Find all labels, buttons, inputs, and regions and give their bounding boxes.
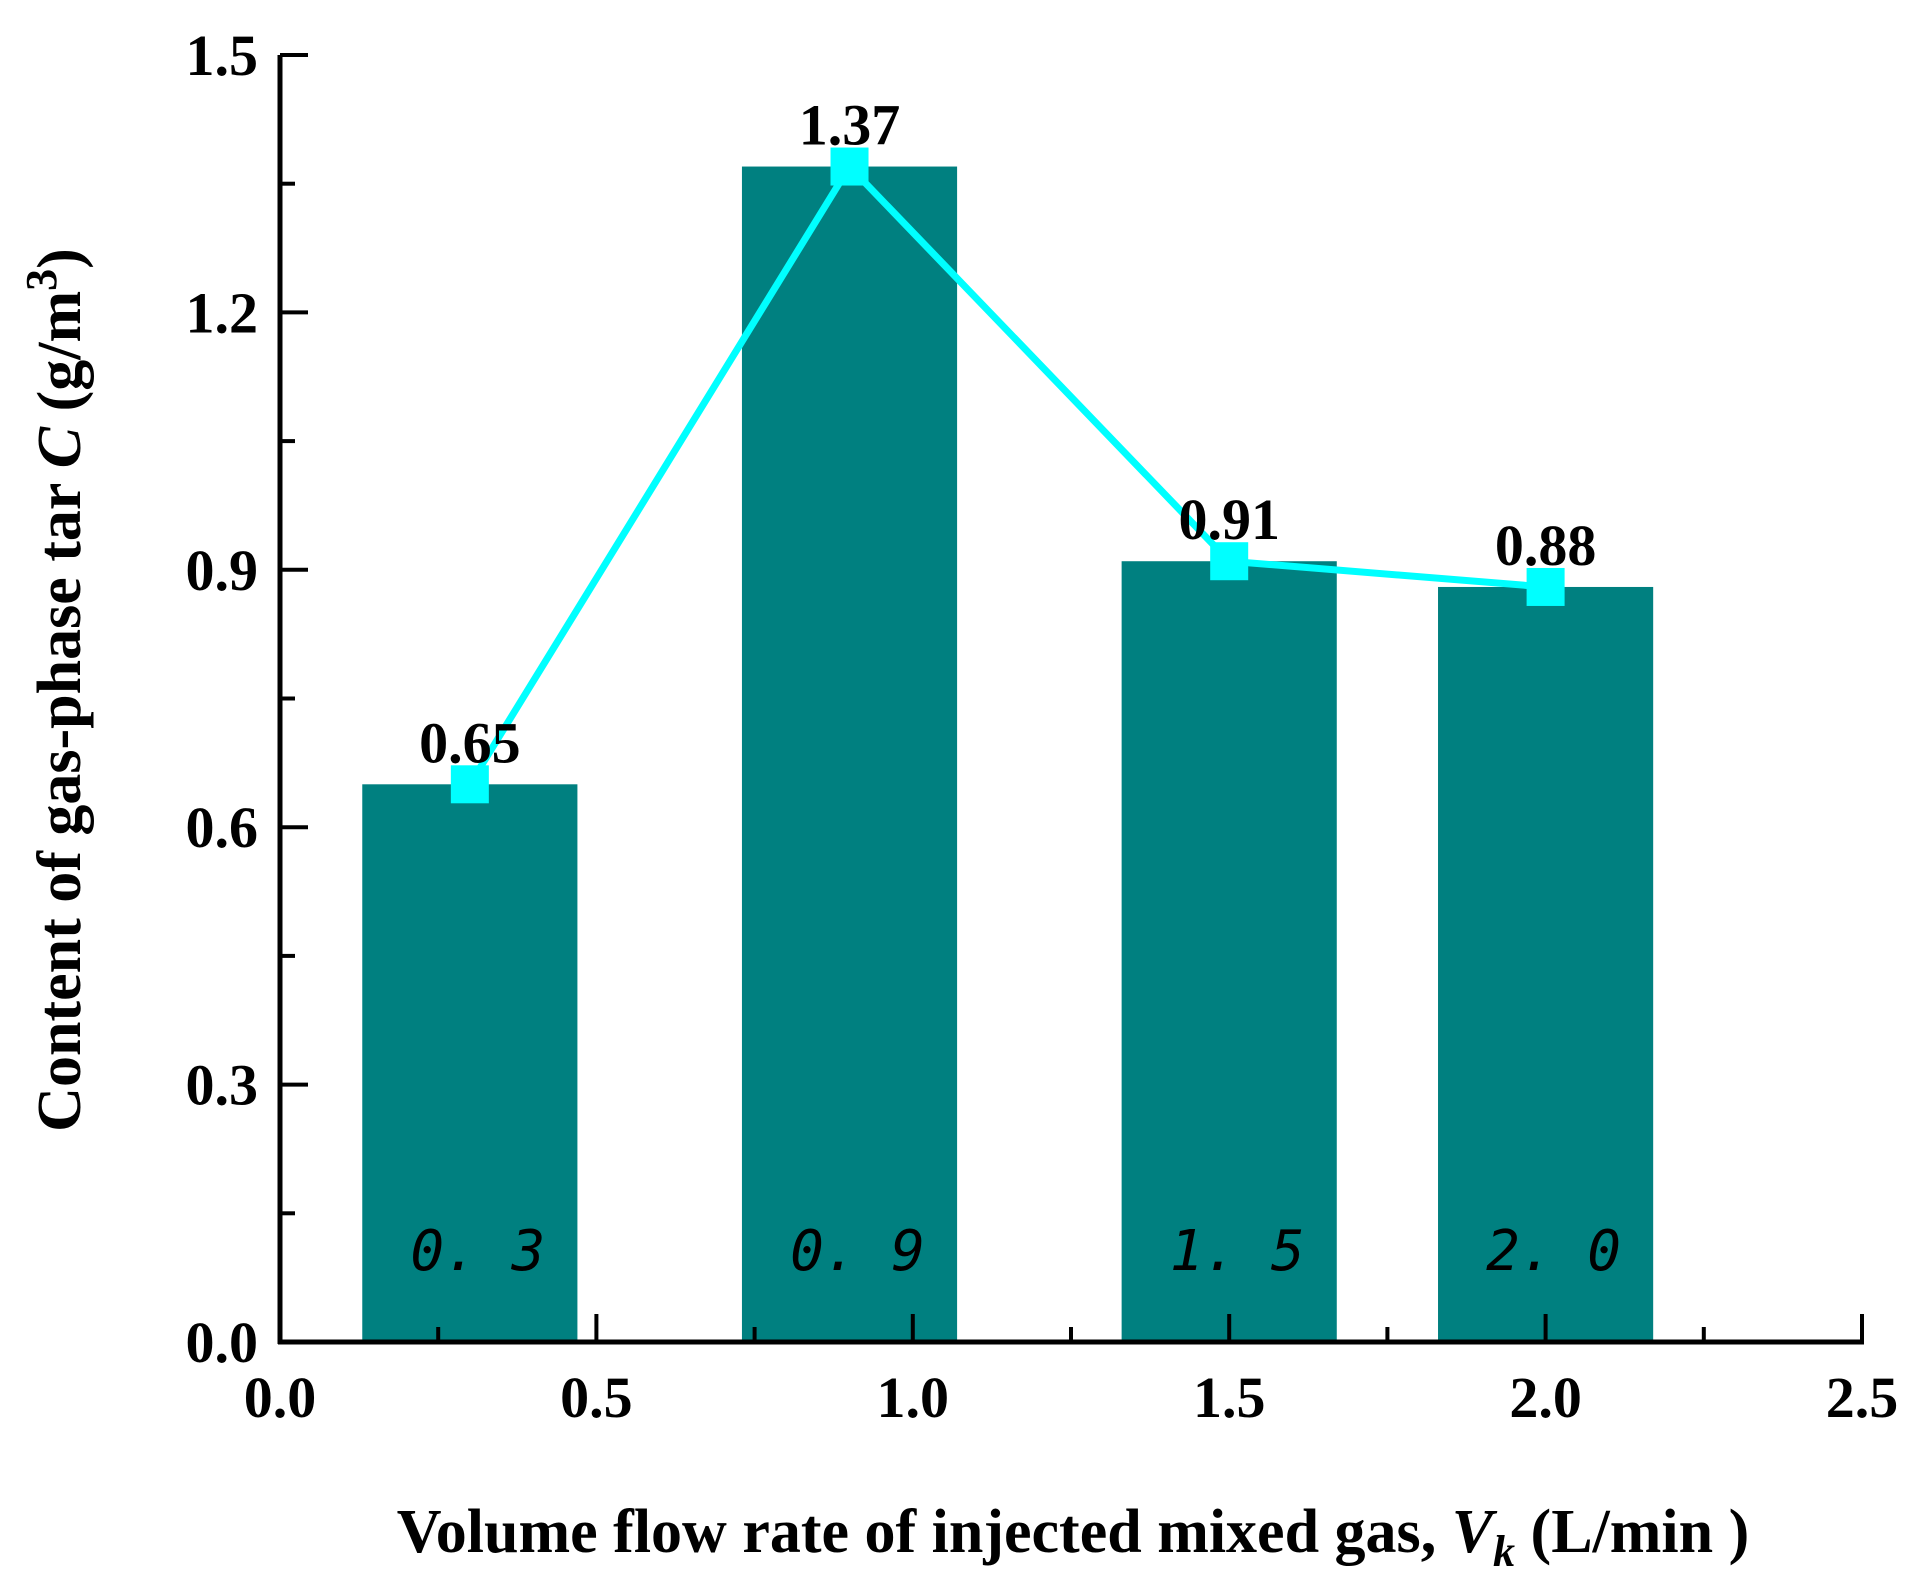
x-tick-label-4: 2.0 [1509,1365,1582,1430]
bar-1 [741,166,958,1342]
x-axis-title-units: (L/min ) [1515,1498,1749,1566]
y-tick-label-4: 1.2 [186,280,259,345]
bar-0 [362,784,578,1342]
bar-category-labels: 0. 3 0. 9 1. 5 2. 0 [410,1219,1621,1284]
series-marker-2 [1210,542,1249,581]
data-label-3: 0.88 [1495,513,1597,578]
bar-category-label-2: 1. 5 [1170,1219,1305,1284]
x-axis-title-variable: V [1452,1498,1498,1566]
x-axis-title-text: Volume flow rate of injected mixed gas, [397,1498,1452,1566]
y-axis-title: Content of gas-phase tar C (g/m3) [17,248,94,1132]
x-tick-label-5: 2.5 [1826,1365,1899,1430]
data-value-labels: 0.65 1.37 0.91 0.88 [419,93,1596,776]
bar-3 [1438,586,1654,1342]
x-tick-label-1: 0.5 [560,1365,633,1430]
series-line [466,163,1546,787]
data-label-0: 0.65 [419,710,521,775]
data-label-2: 0.91 [1178,487,1280,552]
series-marker-3 [1526,567,1565,606]
line-series-layer [450,147,1565,804]
x-tick-label-0: 0.0 [244,1365,317,1430]
y-tick-label-0: 0.0 [186,1310,259,1375]
y-tick-label-5: 1.5 [186,23,259,88]
data-label-1: 1.37 [799,93,901,158]
series-marker-1 [830,147,869,186]
tick-labels: 0.0 0.5 1.0 1.5 2.0 2.5 0.0 0.3 0.6 0.9 1.2 1.5 [186,23,1899,1430]
x-axis-title: Volume flow rate of injected mixed gas, … [397,1498,1750,1576]
y-axis-title-superscript: 3 [17,269,66,291]
series-marker-0 [450,765,489,804]
x-tick-label-3: 1.5 [1193,1365,1266,1430]
y-tick-label-3: 0.9 [186,538,259,603]
y-tick-label-1: 0.3 [186,1053,259,1118]
y-axis-title-variable: C [26,426,94,468]
x-tick-label-2: 1.0 [877,1365,950,1430]
bars-layer [362,166,1654,1342]
y-axis-title-units: (g/m [26,291,94,427]
bar-2 [1121,561,1337,1342]
axes [277,53,1864,1345]
bar-category-label-1: 0. 9 [790,1219,925,1284]
y-axis-title-close: ) [26,248,94,269]
bar-category-label-3: 2. 0 [1486,1219,1621,1284]
bar-category-label-0: 0. 3 [410,1219,545,1284]
x-axis-title-subscript: k [1493,1527,1515,1576]
y-axis-title-text: Content of gas-phase tar [26,468,94,1132]
y-tick-label-2: 0.6 [186,795,259,860]
